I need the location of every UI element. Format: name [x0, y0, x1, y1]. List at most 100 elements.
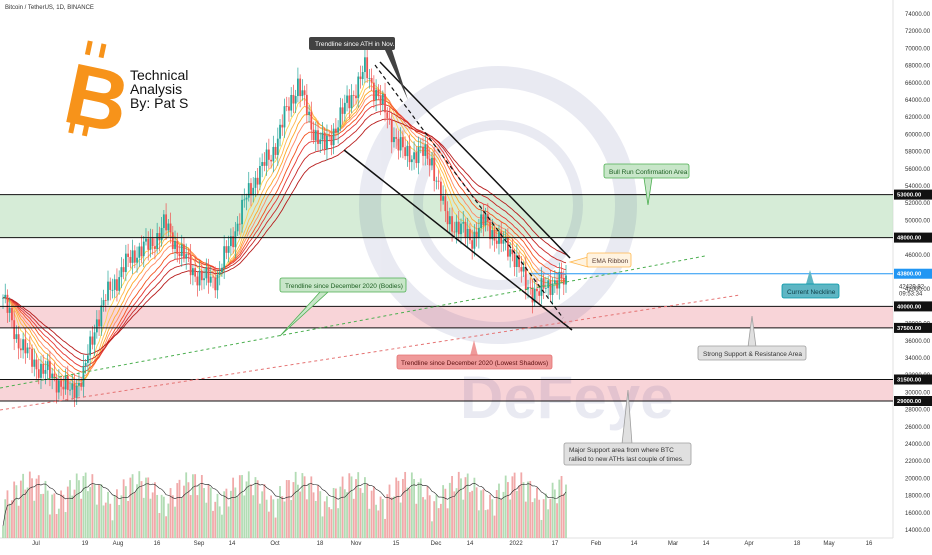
annotation-ath-trend[interactable]: Trendline since ATH in Nov. [309, 37, 408, 100]
candle-body[interactable] [372, 82, 375, 101]
candle-body[interactable] [256, 177, 259, 185]
candle-body[interactable] [466, 228, 469, 238]
candle-body[interactable] [238, 223, 241, 225]
candle-body[interactable] [359, 76, 362, 80]
candle-body[interactable] [321, 132, 324, 140]
candle-body[interactable] [522, 266, 525, 272]
candle-body[interactable] [180, 244, 183, 257]
candle-body[interactable] [31, 348, 33, 367]
candle-body[interactable] [399, 137, 402, 151]
candle-body[interactable] [361, 72, 364, 80]
candle-body[interactable] [203, 278, 205, 281]
zone-2[interactable] [0, 379, 893, 402]
candle-body[interactable] [460, 223, 462, 235]
candle-body[interactable] [55, 377, 58, 393]
candle-body[interactable] [319, 139, 322, 144]
candle-body[interactable] [145, 238, 147, 242]
candle-body[interactable] [138, 246, 141, 258]
candle-body[interactable] [75, 385, 78, 398]
candle-body[interactable] [495, 240, 498, 244]
candle-body[interactable] [209, 276, 212, 283]
candle-body[interactable] [281, 124, 284, 128]
candle-body[interactable] [53, 373, 56, 378]
candle-body[interactable] [22, 339, 25, 351]
candle-body[interactable] [136, 257, 138, 263]
annotation-dec2020-shadows[interactable]: Trendline since December 2020 (Lowest Sh… [396, 340, 553, 370]
candle-body[interactable] [507, 237, 509, 257]
candle-body[interactable] [475, 231, 478, 239]
candle-body[interactable] [109, 281, 112, 290]
candle-body[interactable] [51, 373, 54, 379]
candle-body[interactable] [292, 94, 295, 104]
candle-body[interactable] [370, 78, 373, 83]
candle-body[interactable] [375, 89, 377, 101]
candle-body[interactable] [415, 152, 418, 164]
candle-body[interactable] [562, 277, 565, 285]
candle-body[interactable] [158, 233, 161, 241]
candle-body[interactable] [397, 138, 400, 151]
candle-body[interactable] [509, 249, 512, 257]
candle-body[interactable] [116, 279, 118, 291]
candle-body[interactable] [328, 135, 331, 137]
candle-body[interactable] [71, 383, 74, 390]
candle-body[interactable] [84, 362, 87, 366]
candle-body[interactable] [259, 165, 261, 185]
candle-body[interactable] [111, 289, 114, 291]
candle-body[interactable] [346, 95, 348, 103]
candle-body[interactable] [245, 197, 248, 200]
candle-body[interactable] [252, 187, 255, 196]
candle-body[interactable] [504, 237, 507, 240]
candle-body[interactable] [542, 278, 545, 289]
candle-body[interactable] [160, 227, 163, 241]
candle-body[interactable] [551, 283, 554, 295]
candle-body[interactable] [49, 361, 51, 379]
candle-body[interactable] [205, 267, 208, 279]
candle-body[interactable] [40, 363, 42, 378]
candle-body[interactable] [480, 214, 483, 229]
candle-body[interactable] [104, 300, 107, 301]
candle-body[interactable] [524, 266, 527, 290]
candle-body[interactable] [120, 267, 123, 278]
candle-body[interactable] [62, 386, 65, 390]
candle-body[interactable] [384, 94, 386, 113]
candle-body[interactable] [42, 363, 45, 374]
candle-body[interactable] [553, 280, 556, 284]
candle-body[interactable] [154, 246, 156, 250]
candle-body[interactable] [66, 375, 69, 390]
candle-body[interactable] [511, 249, 514, 255]
candle-body[interactable] [457, 221, 460, 235]
candle-body[interactable] [274, 146, 277, 155]
candle-body[interactable] [471, 240, 474, 249]
candle-body[interactable] [189, 255, 192, 276]
candle-body[interactable] [35, 359, 38, 370]
candle-body[interactable] [200, 270, 203, 281]
candle-body[interactable] [118, 277, 121, 291]
x-axis[interactable]: Jul 19 Aug 16 Sep 14 Oct 18 Nov 15 Dec 14 2022 17 Feb 1… [32, 541, 873, 547]
candle-body[interactable] [428, 158, 431, 166]
candle-body[interactable] [285, 106, 288, 108]
annotation-neckline[interactable]: Current Neckline [781, 270, 840, 299]
trendline-ath-upper[interactable] [379, 61, 571, 259]
candle-body[interactable] [221, 267, 223, 273]
annotation-major-support[interactable]: Major Support area from where BTC rallie… [563, 389, 692, 466]
candle-body[interactable] [502, 239, 505, 244]
candle-body[interactable] [433, 157, 436, 181]
candle-body[interactable] [446, 211, 449, 225]
candle-body[interactable] [91, 336, 94, 345]
candle-body[interactable] [422, 146, 424, 156]
candle-body[interactable] [435, 180, 438, 182]
candle-body[interactable] [355, 95, 357, 99]
candle-body[interactable] [343, 102, 346, 114]
candle-body[interactable] [444, 196, 447, 212]
candle-body[interactable] [86, 355, 89, 363]
candle-body[interactable] [207, 267, 210, 283]
candle-body[interactable] [323, 132, 326, 150]
candle-body[interactable] [448, 216, 451, 225]
candle-body[interactable] [243, 199, 246, 201]
candle-body[interactable] [395, 137, 398, 139]
candle-body[interactable] [386, 112, 389, 119]
candle-body[interactable] [95, 319, 98, 333]
candle-body[interactable] [171, 232, 174, 249]
candle-body[interactable] [60, 380, 62, 387]
candle-body[interactable] [410, 159, 413, 163]
